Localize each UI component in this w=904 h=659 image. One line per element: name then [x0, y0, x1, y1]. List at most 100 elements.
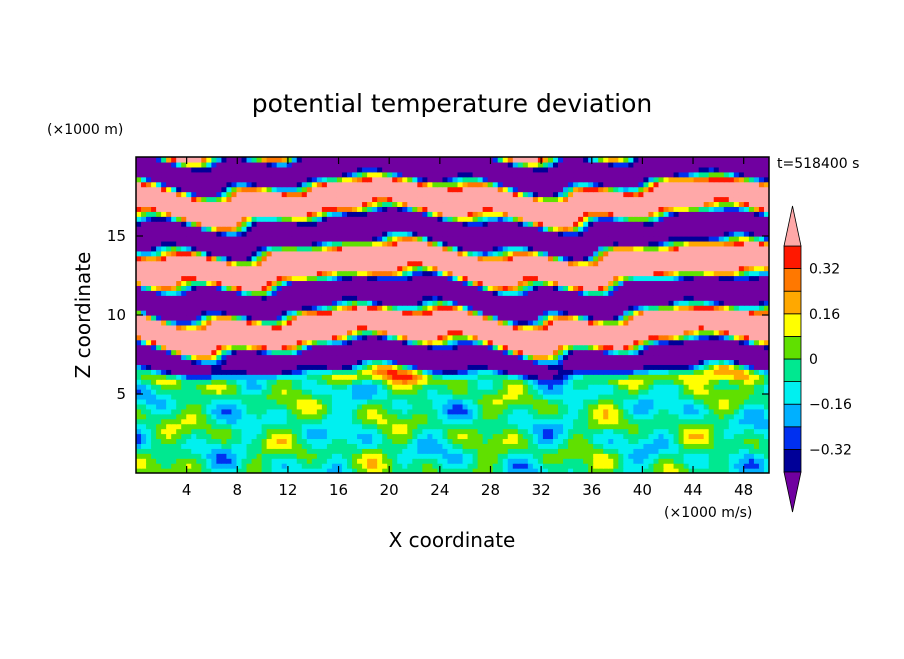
field-cell	[678, 305, 685, 311]
field-cell	[357, 418, 363, 425]
field-cell	[171, 438, 177, 444]
field-cell	[593, 433, 599, 440]
field-cell	[231, 334, 238, 341]
field-cell	[532, 403, 539, 410]
field-cell	[723, 295, 730, 301]
field-cell	[251, 443, 258, 449]
field-cell	[347, 344, 353, 351]
field-cell	[648, 364, 655, 370]
field-cell	[352, 354, 358, 361]
field-cell	[146, 354, 152, 361]
field-cell	[211, 374, 217, 380]
field-cell	[136, 305, 142, 311]
field-cell	[753, 453, 760, 459]
field-cell	[537, 408, 544, 415]
field-cell	[713, 443, 720, 449]
field-cell	[141, 344, 147, 351]
field-cell	[256, 300, 263, 306]
field-cell	[683, 364, 690, 370]
field-cell	[593, 329, 599, 336]
field-cell	[336, 285, 343, 291]
field-cell	[477, 339, 484, 346]
field-cell	[387, 344, 393, 351]
field-cell	[331, 310, 338, 316]
field-cell	[558, 458, 564, 464]
field-cell	[668, 364, 675, 370]
field-cell	[462, 438, 469, 444]
field-cell	[522, 394, 529, 400]
field-cell	[447, 418, 454, 425]
field-cell	[407, 354, 413, 361]
field-cell	[316, 448, 323, 454]
field-cell	[457, 394, 464, 400]
field-cell	[738, 428, 745, 435]
field-cell	[146, 324, 152, 331]
field-cell	[341, 349, 348, 356]
field-cell	[452, 329, 459, 336]
field-cell	[176, 359, 182, 365]
field-cell	[352, 389, 358, 395]
field-cell	[326, 329, 333, 336]
field-cell	[437, 339, 444, 346]
field-cell	[432, 428, 439, 435]
field-cell	[693, 379, 700, 385]
field-cell	[201, 364, 207, 370]
field-cell	[457, 374, 464, 380]
field-cell	[462, 369, 469, 375]
field-cell	[653, 329, 660, 336]
field-cell	[397, 324, 403, 331]
field-cell	[321, 458, 328, 464]
field-cell	[226, 453, 233, 459]
field-cell	[221, 398, 228, 405]
field-cell	[186, 448, 192, 454]
field-cell	[573, 374, 579, 380]
field-cell	[593, 339, 599, 346]
field-cell	[186, 349, 192, 356]
field-cell	[201, 319, 207, 326]
field-cell	[261, 428, 268, 435]
field-cell	[276, 389, 283, 395]
field-cell	[432, 329, 439, 336]
field-cell	[658, 433, 665, 440]
field-cell	[683, 384, 690, 390]
field-cell	[598, 324, 604, 331]
field-cell	[558, 315, 564, 321]
field-cell	[613, 369, 619, 375]
field-cell	[171, 369, 177, 375]
field-cell	[547, 310, 554, 316]
field-cell	[211, 428, 217, 435]
field-cell	[226, 423, 233, 430]
field-cell	[723, 428, 730, 435]
field-cell	[271, 354, 278, 361]
field-cell	[763, 398, 769, 405]
field-cell	[462, 379, 469, 385]
field-cell	[718, 463, 725, 469]
field-cell	[251, 315, 258, 321]
field-cell	[558, 384, 564, 390]
field-cell	[251, 394, 258, 400]
field-cell	[552, 285, 559, 291]
field-cell	[166, 398, 172, 405]
field-cell	[301, 423, 308, 430]
field-cell	[226, 280, 233, 286]
field-cell	[281, 398, 288, 405]
field-cell	[216, 448, 222, 454]
field-cell	[753, 329, 760, 336]
field-cell	[638, 319, 644, 326]
field-cell	[713, 339, 720, 346]
field-cell	[728, 290, 735, 296]
field-cell	[623, 394, 629, 400]
field-cell	[281, 300, 288, 306]
field-cell	[547, 403, 554, 410]
field-cell	[166, 285, 172, 291]
field-cell	[357, 315, 363, 321]
field-cell	[231, 295, 238, 301]
field-cell	[357, 394, 363, 400]
field-cell	[578, 379, 584, 385]
field-cell	[387, 310, 393, 316]
field-cell	[402, 319, 408, 326]
field-cell	[246, 398, 253, 405]
field-cell	[638, 334, 644, 341]
field-cell	[723, 384, 730, 390]
field-cell	[241, 468, 248, 473]
